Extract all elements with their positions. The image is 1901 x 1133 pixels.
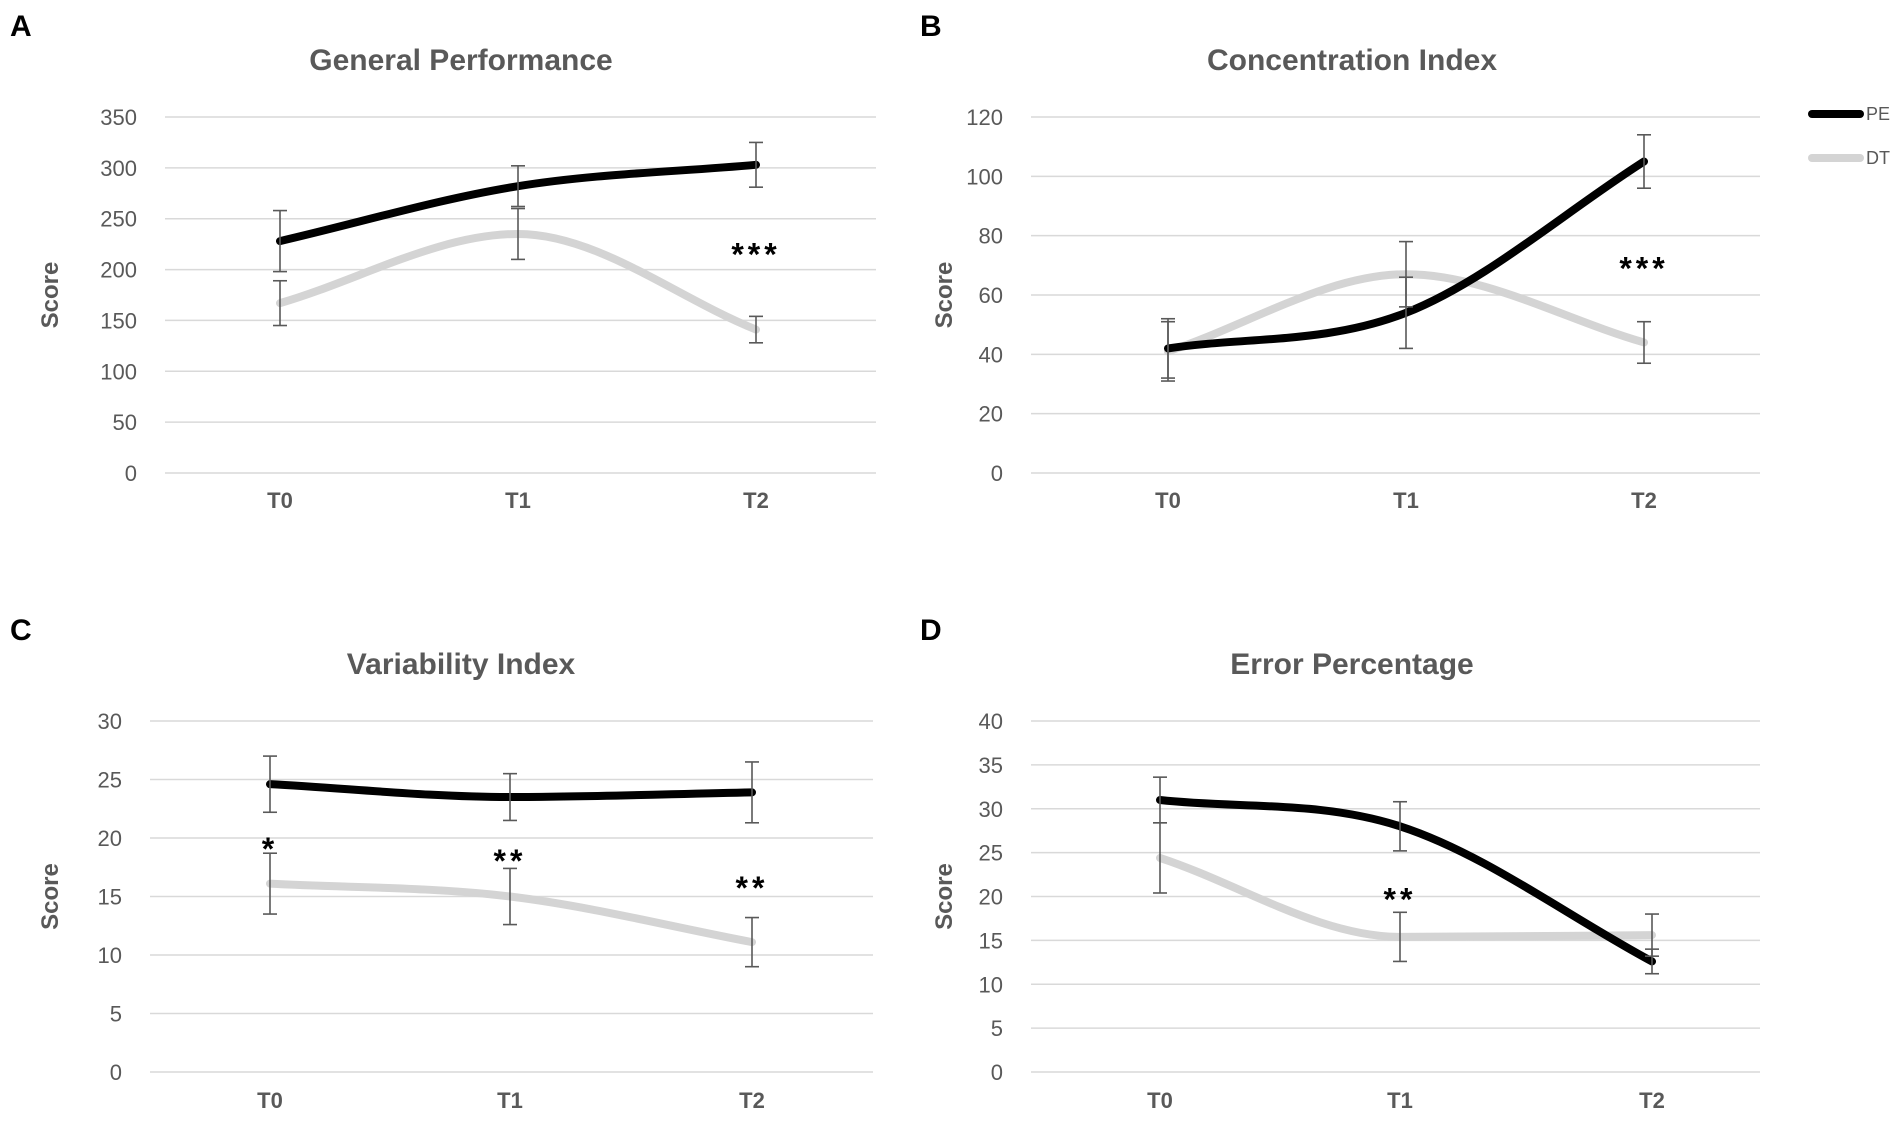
legend-label: PE <box>1866 104 1890 124</box>
error-bar-dt <box>1393 911 1407 963</box>
error-bar-dt <box>1637 320 1651 365</box>
chart-panel-a: A General Performance 0 50 100 150 200 250 300 35… <box>10 10 876 513</box>
y-tick-label: 40 <box>979 709 1003 734</box>
y-tick-label: 25 <box>98 768 122 793</box>
y-tick-label: 0 <box>110 1060 122 1085</box>
chart-panel-b: B Concentration Index 0 20 40 60 80 100 120 T0 T1 T… <box>920 10 1760 513</box>
x-tick-label: T1 <box>1393 488 1419 513</box>
error-bar-dt <box>745 916 759 968</box>
x-tick-label: T2 <box>1631 488 1657 513</box>
x-tick-label: T2 <box>743 488 769 513</box>
series-line-dt <box>266 879 756 947</box>
y-tick-label: 10 <box>979 972 1003 997</box>
chart-title: General Performance <box>309 44 612 77</box>
y-tick-label: 20 <box>979 402 1003 427</box>
error-bar-dt <box>1161 320 1175 382</box>
legend-item-pe: PE <box>1808 104 1890 124</box>
error-bar-dt <box>1645 913 1659 957</box>
series-line-pe <box>266 780 756 802</box>
chart-panel-c: C Variability Index 0 5 10 15 20 25 30 T0 T1 T2 Scor… <box>10 614 873 1113</box>
y-tick-label: 10 <box>98 943 122 968</box>
error-bar-dt <box>1153 821 1167 894</box>
y-tick-label: 40 <box>979 342 1003 367</box>
significance-marker: ** <box>494 843 527 879</box>
y-axis-label: Score <box>37 262 64 329</box>
error-bar-dt <box>273 279 287 327</box>
y-tick-label: 60 <box>979 283 1003 308</box>
x-tick-label: T1 <box>497 1088 523 1113</box>
y-tick-label: 150 <box>100 308 137 333</box>
significance-marker: ** <box>1384 882 1417 918</box>
error-bar-dt <box>263 852 277 915</box>
y-tick-label: 300 <box>100 156 137 181</box>
y-tick-label: 100 <box>100 359 137 384</box>
error-bar-pe <box>749 141 763 188</box>
chart-title: Error Percentage <box>1230 648 1473 681</box>
x-tick-label: T0 <box>1155 488 1181 513</box>
y-tick-label: 0 <box>991 461 1003 486</box>
x-tick-label: T1 <box>505 488 531 513</box>
y-tick-label: 250 <box>100 207 137 232</box>
y-tick-label: 0 <box>125 461 137 486</box>
y-tick-label: 0 <box>991 1060 1003 1085</box>
error-bar-dt <box>749 315 763 344</box>
y-tick-label: 120 <box>966 105 1003 130</box>
y-tick-label: 20 <box>98 826 122 851</box>
y-tick-label: 30 <box>98 709 122 734</box>
significance-marker: * <box>262 831 278 867</box>
x-tick-label: T2 <box>1639 1088 1665 1113</box>
chart-panel-d: D Error Percentage 0 5 10 15 20 25 30 35 40 T0 T1 T2 S… <box>920 614 1760 1113</box>
error-bar-pe <box>511 165 525 208</box>
y-axis-label: Score <box>931 262 958 329</box>
error-bar-pe <box>273 209 287 273</box>
error-bar-pe <box>745 761 759 824</box>
y-tick-label: 200 <box>100 258 137 283</box>
legend: PE DT <box>1808 104 1890 168</box>
y-tick-label: 25 <box>979 841 1003 866</box>
y-tick-label: 5 <box>110 1002 122 1027</box>
y-tick-label: 35 <box>979 753 1003 778</box>
panel-letter: D <box>920 614 942 647</box>
error-bar-pe <box>1393 800 1407 852</box>
y-tick-label: 15 <box>979 928 1003 953</box>
y-tick-label: 50 <box>113 410 137 435</box>
error-bar-pe <box>503 772 517 822</box>
significance-marker: *** <box>731 236 780 272</box>
error-bar-pe <box>263 755 277 814</box>
panel-letter: C <box>10 614 32 647</box>
x-tick-label: T0 <box>257 1088 283 1113</box>
y-tick-label: 5 <box>991 1016 1003 1041</box>
error-bar-pe <box>1637 134 1651 189</box>
y-tick-label: 20 <box>979 885 1003 910</box>
x-tick-label: T1 <box>1387 1088 1413 1113</box>
legend-label: DT <box>1866 148 1890 168</box>
y-axis-label: Score <box>931 863 958 930</box>
y-tick-label: 80 <box>979 224 1003 249</box>
x-tick-label: T0 <box>267 488 293 513</box>
error-bar-dt <box>511 207 525 261</box>
chart-title: Variability Index <box>347 648 576 681</box>
legend-item-dt: DT <box>1808 148 1890 168</box>
error-bar-dt <box>1399 240 1413 308</box>
y-tick-label: 15 <box>98 885 122 910</box>
y-axis-label: Score <box>37 863 64 930</box>
x-tick-label: T0 <box>1147 1088 1173 1113</box>
x-tick-label: T2 <box>739 1088 765 1113</box>
panel-letter: B <box>920 10 942 43</box>
chart-title: Concentration Index <box>1207 44 1497 77</box>
significance-marker: ** <box>736 870 769 906</box>
panel-letter: A <box>10 10 32 43</box>
y-tick-label: 350 <box>100 105 137 130</box>
y-tick-label: 100 <box>966 164 1003 189</box>
error-bar-dt <box>503 867 517 926</box>
y-tick-label: 30 <box>979 797 1003 822</box>
significance-marker: *** <box>1619 250 1668 286</box>
